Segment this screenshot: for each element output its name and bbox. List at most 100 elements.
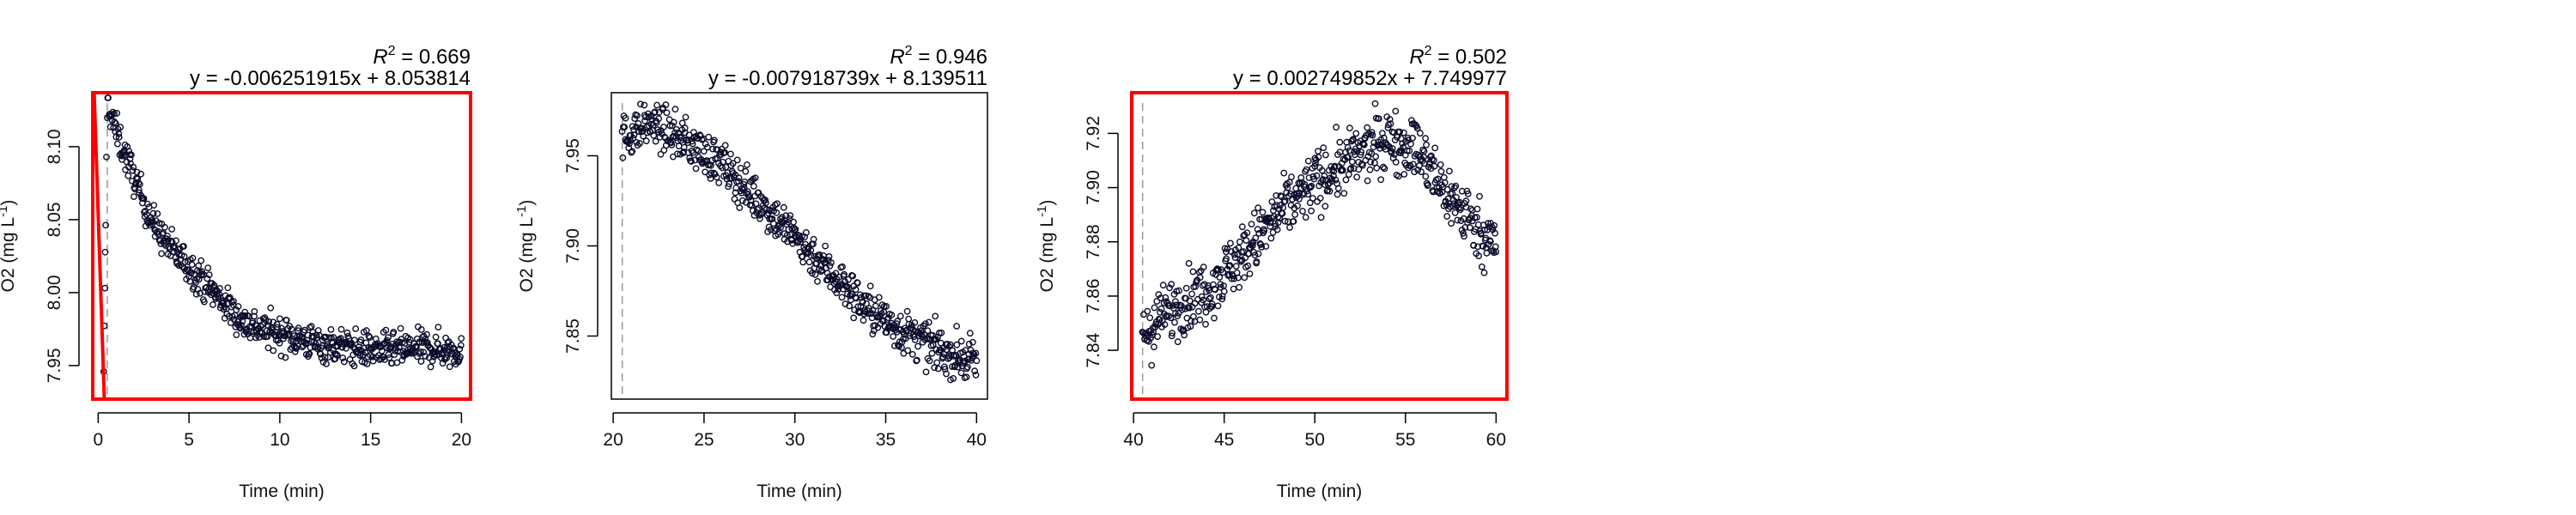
data-point — [1161, 282, 1166, 288]
data-point — [1255, 205, 1261, 210]
data-point — [1337, 140, 1342, 145]
data-point — [708, 176, 713, 181]
data-point — [1145, 308, 1150, 313]
data-point — [1149, 362, 1154, 367]
data-point — [1315, 148, 1321, 154]
data-point — [815, 279, 820, 284]
data-point — [1228, 240, 1233, 245]
y-axis-title: O2 (mg L-1) — [0, 200, 18, 293]
data-point — [1421, 148, 1426, 154]
data-point — [1452, 210, 1457, 215]
data-point — [744, 162, 750, 167]
data-point — [1401, 172, 1406, 177]
data-point — [860, 318, 866, 323]
data-point — [225, 285, 230, 290]
y-axis: 7.847.867.887.907.92O2 (mg L-1) — [1035, 116, 1118, 368]
data-point — [641, 102, 647, 107]
data-point — [1394, 160, 1399, 165]
data-point — [159, 251, 164, 256]
data-point — [125, 173, 131, 179]
data-point — [428, 364, 433, 369]
data-point — [934, 360, 939, 365]
data-point — [1447, 168, 1452, 173]
data-point — [638, 101, 643, 106]
data-point — [1364, 125, 1370, 130]
data-point — [270, 348, 276, 353]
data-point — [1350, 159, 1355, 164]
chart-panel-left: 0 5 10 15 20Time (min)7.958.008.058.10O2 (mg… — [0, 44, 471, 515]
data-point — [1212, 315, 1217, 320]
data-point — [743, 169, 748, 174]
x-tick-label: 20 — [603, 430, 623, 450]
x-tick-label: 20 — [452, 430, 471, 450]
data-point — [1309, 209, 1314, 214]
data-point — [1240, 224, 1245, 229]
data-point — [1423, 173, 1428, 179]
data-point — [823, 243, 828, 248]
data-point — [915, 343, 920, 348]
data-point — [806, 259, 811, 264]
x-tick-label: 40 — [967, 430, 987, 450]
regression-equation: y = 0.002749852x + 7.749977 — [1233, 67, 1507, 90]
data-points — [1139, 101, 1498, 368]
x-axis: 20 25 30 35 40Time (min) — [603, 413, 987, 501]
y-tick-label: 7.90 — [563, 228, 583, 264]
data-point — [851, 315, 856, 320]
x-tick-label: 35 — [876, 430, 896, 450]
data-point — [1197, 317, 1202, 322]
plot-border — [1132, 93, 1507, 399]
x-axis-title: Time (min) — [239, 482, 325, 501]
x-axis-title: Time (min) — [756, 482, 842, 501]
data-point — [877, 294, 882, 300]
x-tick-label: 50 — [1305, 430, 1325, 450]
data-point — [1242, 275, 1247, 280]
data-point — [1318, 215, 1323, 220]
data-point — [1252, 210, 1257, 215]
data-point — [1203, 322, 1208, 327]
data-point — [131, 194, 137, 199]
data-point — [1196, 309, 1201, 314]
data-point — [1353, 130, 1358, 136]
data-point — [115, 141, 120, 146]
data-point — [457, 346, 462, 351]
data-point — [1300, 209, 1305, 214]
data-point — [672, 106, 677, 112]
data-point — [923, 369, 928, 374]
data-point — [826, 254, 831, 259]
data-point — [328, 327, 333, 332]
data-point — [904, 309, 909, 314]
data-point — [1189, 291, 1194, 296]
data-point — [277, 316, 283, 321]
y-axis-title: O2 (mg L-1) — [1035, 200, 1057, 293]
data-point — [1287, 225, 1292, 230]
data-point — [1438, 169, 1443, 174]
data-point — [723, 165, 728, 170]
data-point — [1343, 177, 1348, 182]
y-tick-label: 8.10 — [45, 129, 64, 164]
data-point — [1474, 206, 1479, 211]
data-points — [101, 95, 465, 374]
y-tick-label: 8.00 — [45, 275, 64, 310]
data-point — [1438, 162, 1443, 167]
data-point — [1367, 167, 1372, 173]
data-point — [1354, 174, 1359, 179]
data-point — [800, 259, 805, 264]
x-tick-label: 40 — [1123, 430, 1143, 450]
data-point — [905, 348, 910, 353]
data-point — [418, 359, 423, 364]
data-point — [728, 151, 733, 156]
data-point — [1323, 152, 1328, 157]
y-tick-label: 8.05 — [45, 202, 64, 237]
y-tick-label: 7.92 — [1084, 116, 1103, 151]
data-point — [1382, 166, 1387, 171]
data-point — [974, 358, 979, 363]
data-point — [751, 184, 756, 189]
data-point — [1347, 125, 1352, 130]
y-axis-title: O2 (mg L-1) — [514, 200, 537, 293]
data-point — [1186, 261, 1191, 266]
data-point — [873, 303, 878, 308]
data-point — [1237, 239, 1242, 245]
data-point — [1260, 209, 1265, 215]
data-point — [1477, 194, 1482, 199]
data-point — [737, 205, 742, 210]
